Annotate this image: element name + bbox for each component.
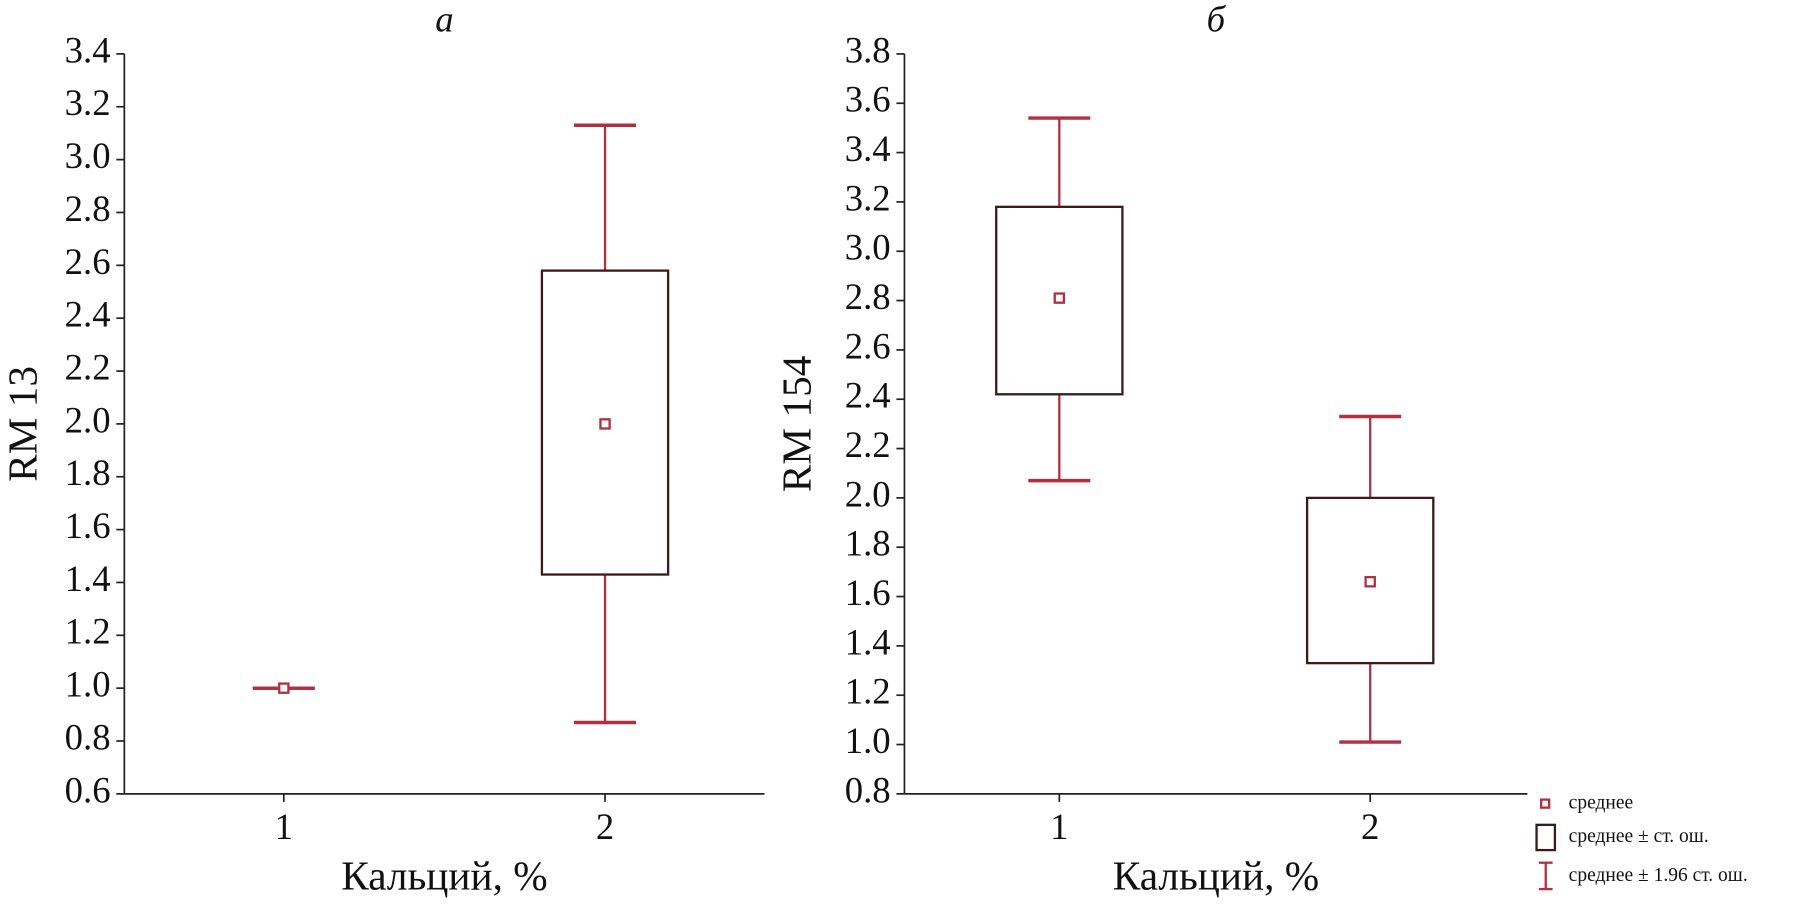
y-tick-label: 3.0	[845, 227, 891, 268]
y-tick-label: 3.0	[65, 135, 111, 176]
y-tick-label: 2.6	[845, 325, 891, 366]
y-axis-label: RM 154	[774, 356, 820, 492]
x-axis-label: Кальций, %	[341, 852, 547, 898]
y-tick-label: 3.4	[65, 29, 111, 70]
legend-label: среднее ± ст. ош.	[1569, 826, 1709, 847]
mean-marker	[1053, 292, 1066, 304]
y-tick-label: 2.2	[65, 346, 111, 387]
chart-title: б	[1207, 0, 1227, 39]
y-tick-label: 0.8	[65, 716, 111, 757]
x-tick-label: 2	[1361, 806, 1379, 847]
legend-label: среднее ± 1.96 ст. ош.	[1569, 865, 1748, 886]
y-tick-label: 1.6	[65, 505, 111, 546]
y-tick-label: 2.0	[65, 399, 111, 440]
y-tick-label: 1.0	[845, 720, 891, 761]
y-tick-label: 2.4	[65, 294, 111, 335]
y-tick-label: 3.2	[65, 82, 111, 123]
y-tick-label: 0.8	[845, 769, 891, 810]
y-tick-label: 3.4	[845, 128, 891, 169]
y-tick-label: 1.2	[65, 611, 111, 652]
y-tick-label: 1.8	[845, 523, 891, 564]
x-tick-label: 1	[275, 806, 293, 847]
chart-title: а	[435, 0, 453, 39]
mean-marker	[1364, 576, 1376, 588]
x-axis-label: Кальций, %	[1113, 852, 1319, 898]
y-tick-label: 1.4	[845, 621, 891, 662]
y-tick-label: 1.4	[65, 558, 111, 599]
y-tick-label: 2.8	[845, 276, 891, 317]
y-tick-label: 3.6	[845, 79, 891, 120]
y-tick-label: 2.0	[845, 473, 891, 514]
legend: среднее среднее ± ст. ош. среднее ± 1.96…	[1535, 793, 1748, 891]
legend-label: среднее	[1569, 793, 1633, 814]
x-tick-label: 2	[596, 806, 614, 847]
y-tick-label: 1.8	[65, 452, 111, 493]
legend-box-icon	[1535, 823, 1557, 852]
y-tick-label: 1.0	[65, 664, 111, 705]
mean-marker	[599, 418, 611, 430]
y-tick-label: 2.6	[65, 241, 111, 282]
y-tick-label: 2.4	[845, 375, 891, 416]
legend-whisker-icon	[1538, 861, 1553, 891]
y-tick-label: 3.8	[845, 29, 891, 70]
legend-mean-icon	[1539, 798, 1551, 809]
y-tick-label: 1.2	[845, 671, 891, 712]
y-tick-label: 2.8	[65, 188, 111, 229]
y-tick-label: 0.6	[65, 769, 111, 810]
y-tick-label: 1.6	[845, 572, 891, 613]
y-tick-label: 2.2	[845, 424, 891, 465]
y-tick-label: 3.2	[845, 177, 891, 218]
y-axis-label: RM 13	[0, 366, 45, 482]
x-tick-label: 1	[1050, 806, 1068, 847]
mean-marker	[278, 682, 290, 694]
